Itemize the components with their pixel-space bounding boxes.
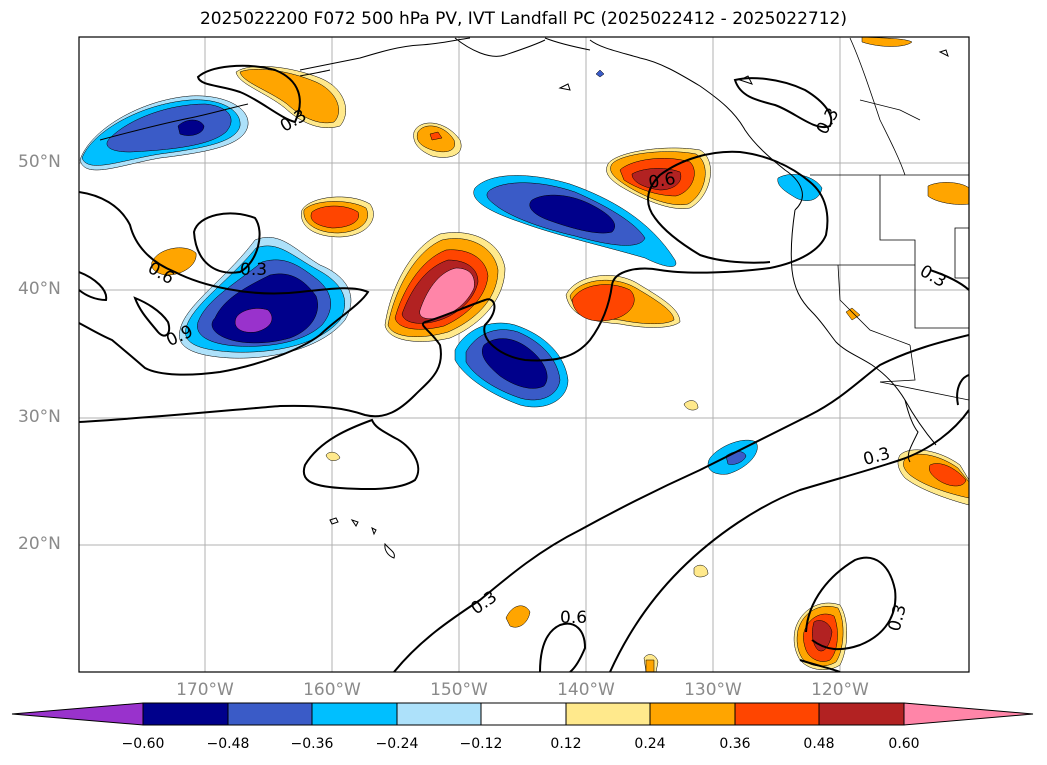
colorbar-bin: [227, 702, 313, 726]
positive-anomaly-east: [565, 37, 969, 328]
negative-anomaly-aleutian: [79, 95, 249, 171]
colorbar-tick: 0.36: [719, 736, 751, 752]
lon-label: 170°W: [176, 680, 234, 700]
lon-label: 150°W: [430, 680, 488, 700]
lat-label: 20°N: [18, 534, 61, 554]
borders: [792, 37, 969, 401]
contour-label: 0.3: [813, 105, 844, 138]
negative-anomaly-south: [454, 322, 569, 408]
colorbar-bin: [142, 702, 229, 726]
colorbar-tick: −0.12: [459, 736, 503, 752]
lon-label: 130°W: [684, 680, 742, 700]
colorbar-tick: −0.60: [121, 736, 165, 752]
colorbar-bin: [649, 702, 736, 726]
lon-label: 120°W: [811, 680, 869, 700]
colorbar-bin: [480, 702, 567, 726]
lon-label: 140°W: [557, 680, 615, 700]
colorbar-tick: 0.60: [888, 736, 920, 752]
colorbar-bin: [818, 702, 905, 726]
colorbar-extend-min: [11, 702, 144, 726]
contour-label: 0.3: [240, 260, 267, 280]
colorbar-tick: 0.24: [634, 736, 666, 752]
contour-label: 0.3: [885, 602, 911, 633]
positive-anomaly-west: [151, 66, 462, 276]
colorbar-tick: −0.24: [375, 736, 419, 752]
contour-label: 0.6: [560, 608, 587, 628]
colorbar-tick: 0.48: [803, 736, 835, 752]
contour-label: 0.6: [647, 169, 677, 193]
negative-anomaly-central: [178, 237, 352, 359]
negative-anomaly-northeast: [473, 175, 677, 267]
colorbar-extend-max: [903, 702, 1034, 726]
ivt-contours: [79, 64, 969, 672]
coastlines: [99, 37, 949, 559]
colorbar-tick: 0.12: [550, 736, 582, 752]
positive-anomaly-center: [384, 232, 506, 342]
contour-label: 0.3: [861, 444, 892, 470]
map-title: 2025022200 F072 500 hPa PV, IVT Landfall…: [199, 9, 847, 29]
colorbar-tick: −0.48: [206, 736, 250, 752]
lat-label: 40°N: [18, 279, 61, 299]
colorbar: [11, 702, 1034, 726]
lat-label: 50°N: [18, 152, 61, 172]
lat-label: 30°N: [18, 407, 61, 427]
colorbar-bin: [396, 702, 482, 726]
plot-frame: [78, 36, 970, 673]
colorbar-bin: [311, 702, 398, 726]
colorbar-tick: −0.36: [290, 736, 334, 752]
contour-label: 0.3: [916, 261, 949, 292]
colorbar-bin: [734, 702, 820, 726]
lon-label: 160°W: [303, 680, 361, 700]
contour-label: 0.3: [467, 587, 501, 619]
colorbar-bin: [565, 702, 651, 726]
positive-anomaly-southeast: [325, 400, 969, 672]
